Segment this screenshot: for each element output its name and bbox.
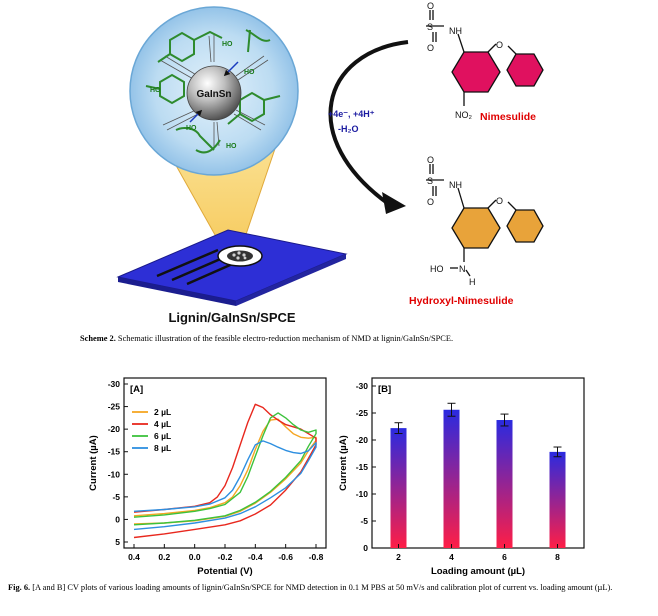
cv-plot-panel-a: 0.4 0.2 0.0 -0.2 -0.4 -0.6 -0.8 -30 -25 -20 -15 -10… <box>88 377 327 577</box>
product-name: Hydroxyl-Nimesulide <box>409 295 514 307</box>
legend-entry: 4 µL <box>154 419 171 429</box>
y-tick-label-b: -30 <box>356 381 369 391</box>
y-tick-label-a: -15 <box>108 447 121 457</box>
svg-text:HO: HO <box>244 69 255 76</box>
x-tick-label-b: 8 <box>555 552 560 562</box>
figure-caption: Fig. 6. [A and B] CV plots of various lo… <box>8 582 653 593</box>
x-tick-label-a: -0.8 <box>309 552 324 562</box>
hydroxyl-nimesulide-structure <box>426 164 544 277</box>
atom-ho: HO <box>430 264 444 274</box>
y-tick-label-b: -20 <box>356 435 369 445</box>
atom-o-ether2: O <box>496 196 503 206</box>
y-tick-label-b: -10 <box>356 489 369 499</box>
y-tick-label-a: -20 <box>108 424 121 434</box>
x-tick-label-b: 4 <box>449 552 454 562</box>
plot-b-frame <box>371 377 585 549</box>
atom-o2: O <box>427 43 434 53</box>
calibration-bar-panel-b: -30 -25 -20 -15 -10 -5 0 2 4 6 8 Loading amount (µL… <box>338 377 585 577</box>
atom-o4: O <box>427 197 434 207</box>
scheme-caption-text: Schematic illustration of the feasible e… <box>117 334 454 343</box>
svg-text:HO: HO <box>226 143 237 150</box>
atom-o-ether1: O <box>496 40 503 50</box>
y-tick-label-a: -30 <box>108 379 121 389</box>
cv-series-8ul <box>133 440 317 531</box>
reaction-conditions-2: -H₂O <box>338 124 359 134</box>
x-tick-label-b: 6 <box>502 552 507 562</box>
sphere-label: GaInSn <box>196 89 231 100</box>
y-tick-label-b: 0 <box>363 543 368 553</box>
panel-label-a: [A] <box>130 384 143 395</box>
panel-label-b: [B] <box>378 384 391 395</box>
scheme-caption: Scheme 2. Schematic illustration of the … <box>80 334 640 343</box>
y-axis-label-b: Current (µA) <box>338 435 349 491</box>
x-tick-label-a: -0.6 <box>278 552 293 562</box>
lignin-molecules <box>145 29 281 154</box>
x-tick-label-a: 0.4 <box>128 552 140 562</box>
atom-no2: NO₂ <box>455 110 473 120</box>
plot-a-frame <box>123 377 327 549</box>
nimesulide-structure <box>426 10 544 106</box>
legend-entry: 2 µL <box>154 407 171 417</box>
atom-nh1: NH <box>449 26 462 36</box>
binding-arrows <box>189 61 239 123</box>
y-tick-label-b: -15 <box>356 462 369 472</box>
atom-nh2: NH <box>449 180 462 190</box>
interaction-lines <box>159 34 269 148</box>
x-tick-label-a: -0.4 <box>248 552 263 562</box>
svg-text:HO: HO <box>150 87 161 94</box>
svg-text:HO: HO <box>186 125 197 132</box>
x-tick-label-a: -0.2 <box>218 552 233 562</box>
x-axis-label-a: Potential (V) <box>197 566 252 577</box>
atom-o3: O <box>427 155 434 165</box>
y-tick-label-a: 5 <box>115 537 120 547</box>
legend-entry: 6 µL <box>154 431 171 441</box>
reactant-name: Nimesulide <box>480 111 536 123</box>
bar-6ul <box>496 420 513 548</box>
reaction-arrow <box>328 40 409 207</box>
hydroxyl-labels: HO HO HO HO HO <box>150 41 255 150</box>
y-tick-label-a: -10 <box>108 469 121 479</box>
x-tick-label-a: 0.2 <box>158 552 170 562</box>
atom-o1: O <box>427 1 434 11</box>
bar-2ul <box>390 428 407 548</box>
atom-h: H <box>469 277 476 287</box>
x-tick-label-b: 2 <box>396 552 401 562</box>
svg-text:HO: HO <box>222 41 233 48</box>
bar-4ul <box>443 409 460 548</box>
figure-caption-text: [A and B] CV plots of various loading am… <box>32 583 613 592</box>
scheme-caption-label: Scheme 2. <box>80 334 116 343</box>
cv-series-2ul <box>133 418 317 525</box>
y-tick-label-a: -5 <box>112 492 120 502</box>
y-tick-label-b: -5 <box>360 516 368 526</box>
x-tick-label-a: 0.0 <box>189 552 201 562</box>
atom-s1: S <box>427 22 433 32</box>
atom-s2: S <box>427 176 433 186</box>
y-tick-label-a: 0 <box>115 514 120 524</box>
y-tick-label-a: -25 <box>108 402 121 412</box>
scheme-illustration: HO HO HO HO HO GaInSn Lignin/GaInSn/SPCE… <box>116 1 544 325</box>
reaction-conditions: +4e⁻, +4H⁺ <box>328 109 375 119</box>
figure-caption-label: Fig. 6. <box>8 583 31 592</box>
legend-entry: 8 µL <box>154 443 171 453</box>
gainsn-sphere <box>186 65 242 121</box>
x-axis-label-b: Loading amount (µL) <box>431 566 525 577</box>
electrode-label: Lignin/GaInSn/SPCE <box>168 310 295 325</box>
cv-series-6ul <box>133 412 317 526</box>
y-axis-label-a: Current (µA) <box>88 435 99 491</box>
atom-n: N <box>459 264 466 274</box>
y-tick-label-b: -25 <box>356 408 369 418</box>
cv-series-4ul <box>133 403 317 539</box>
bar-8ul <box>549 451 566 548</box>
